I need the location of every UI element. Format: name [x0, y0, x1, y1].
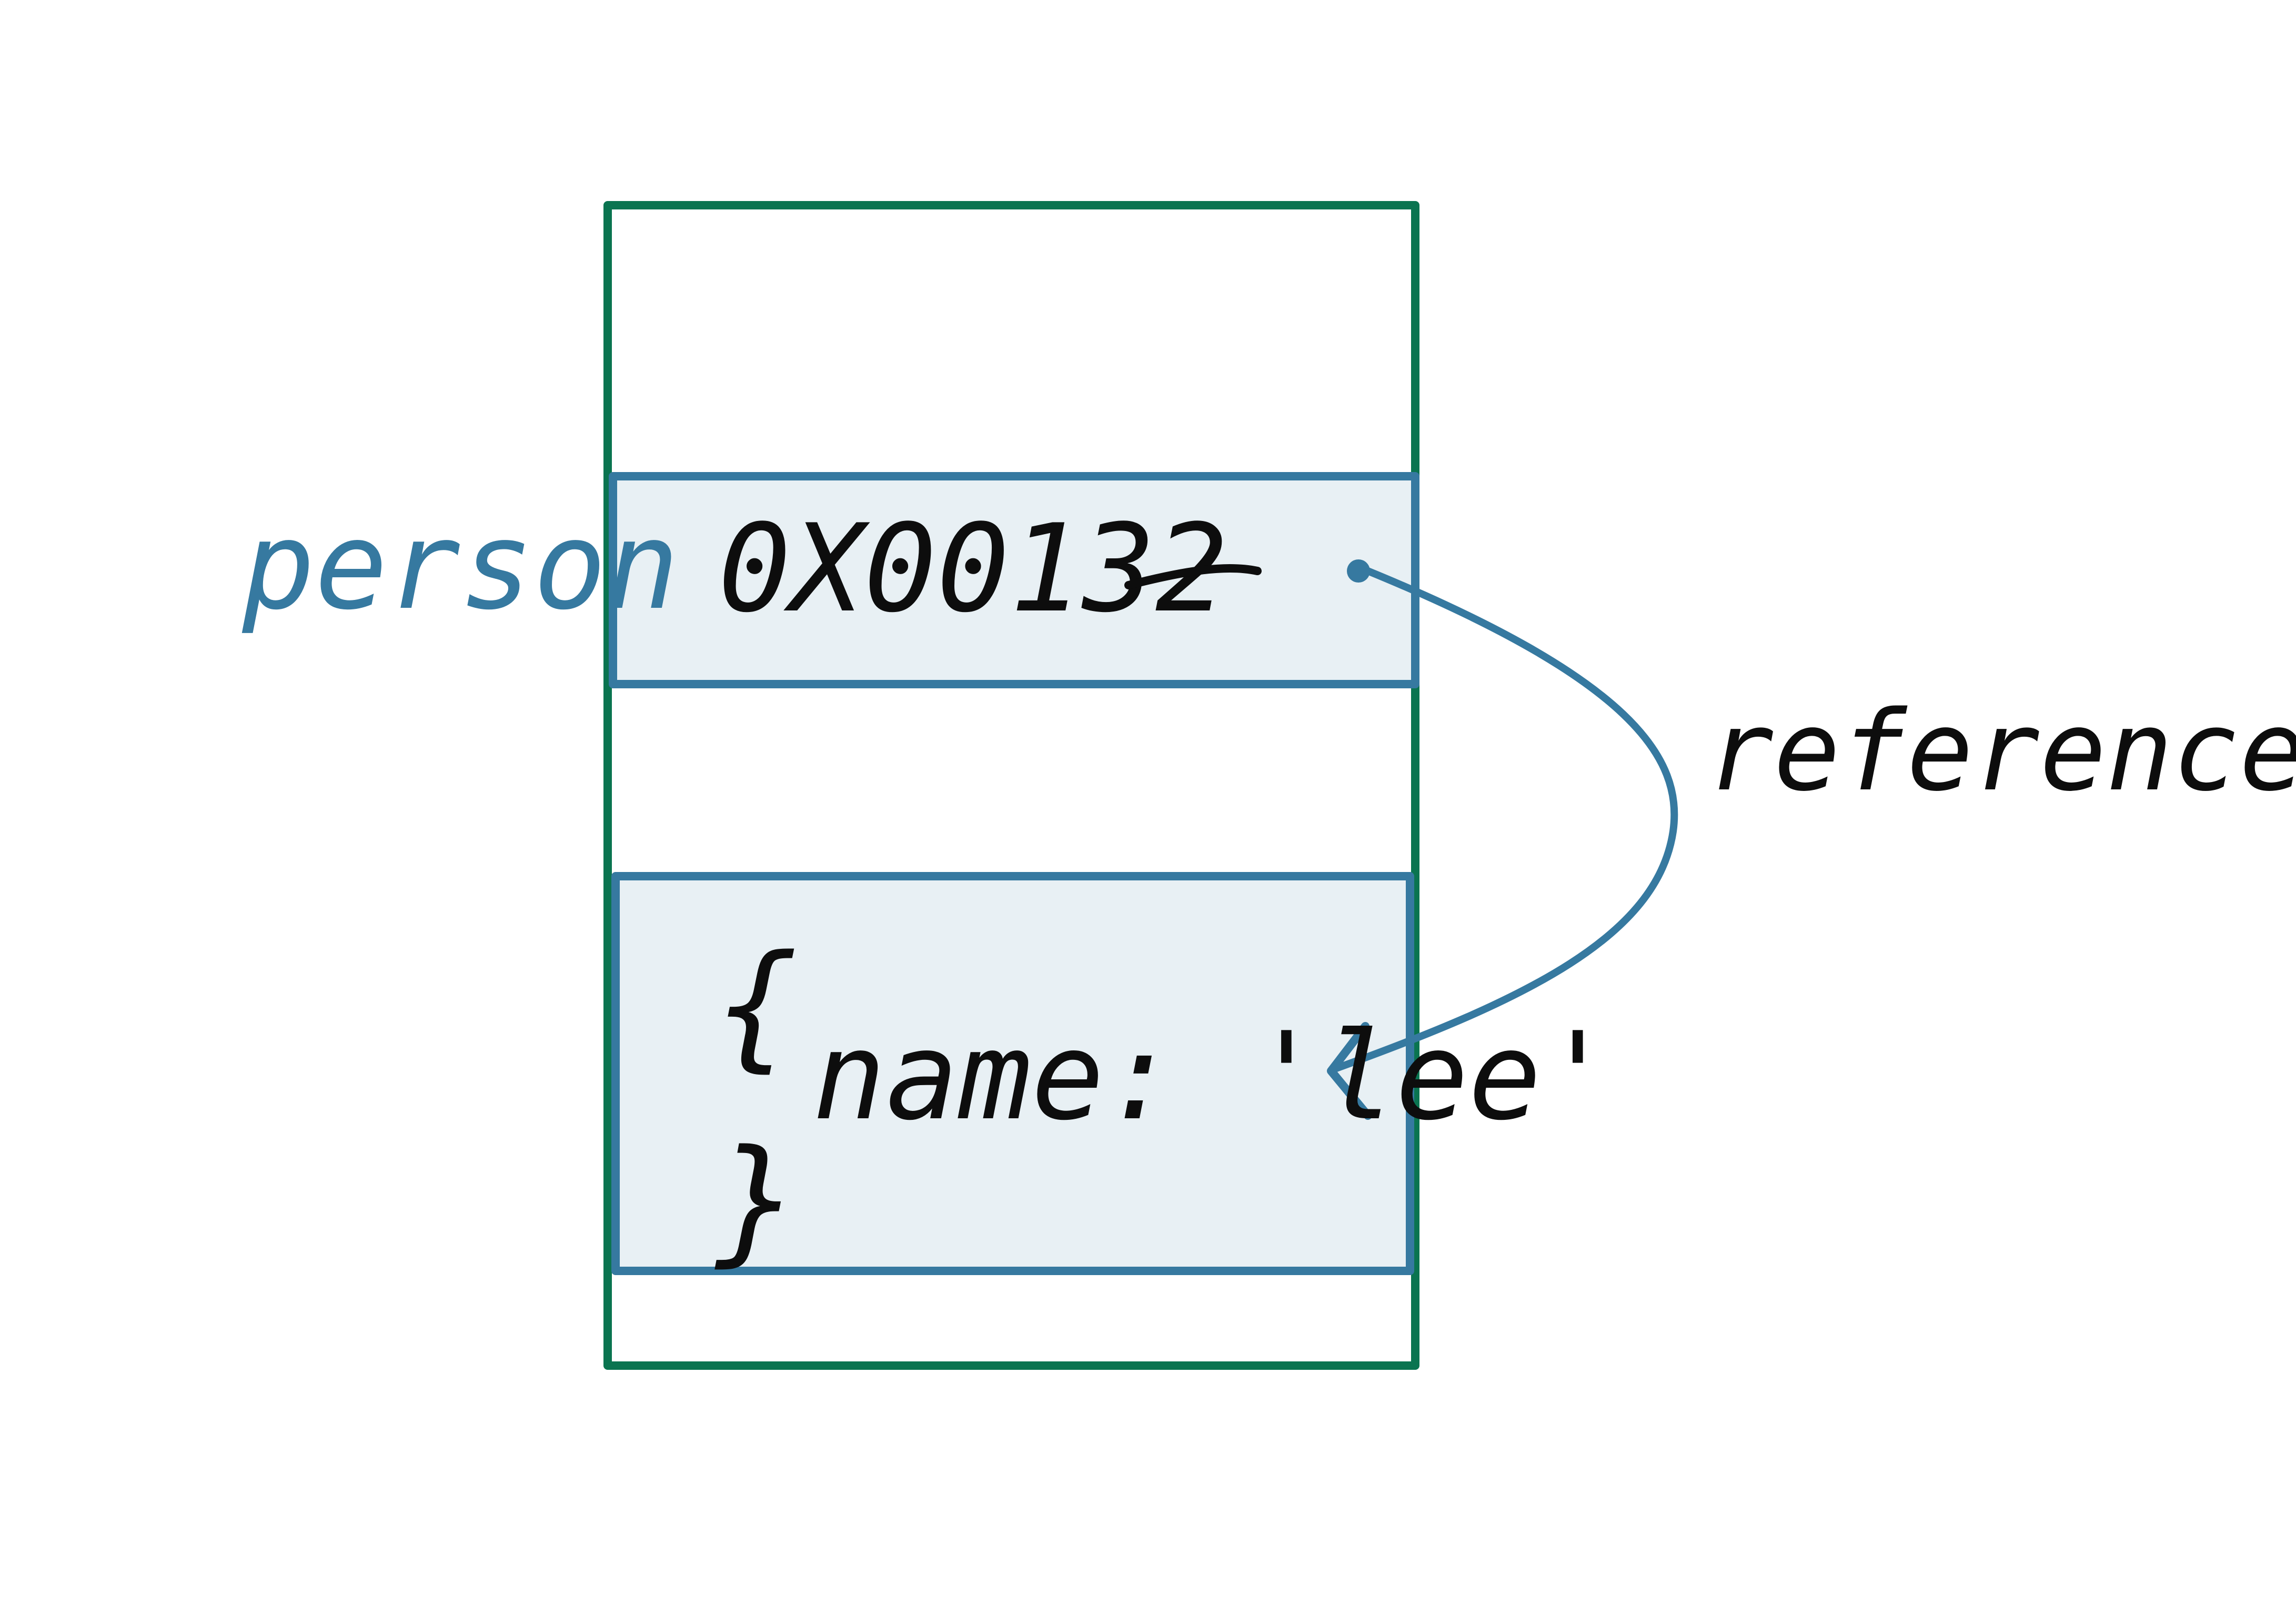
variable-name-label: person	[241, 496, 679, 637]
object-property: name: 'lee'	[813, 1007, 1614, 1147]
arrowhead-icon	[1327, 1022, 1372, 1120]
object-cell	[611, 872, 1414, 1275]
pointer-dot	[1347, 559, 1370, 583]
address-tail-stroke	[1124, 564, 1262, 589]
reference-arrow	[1333, 567, 1678, 1072]
object-close-brace: }	[713, 1121, 798, 1280]
object-open-brace: {	[716, 926, 798, 1085]
reference-label: reference	[1707, 687, 2296, 816]
address-value: 0X00132	[718, 499, 1228, 639]
variable-cell	[609, 472, 1419, 688]
